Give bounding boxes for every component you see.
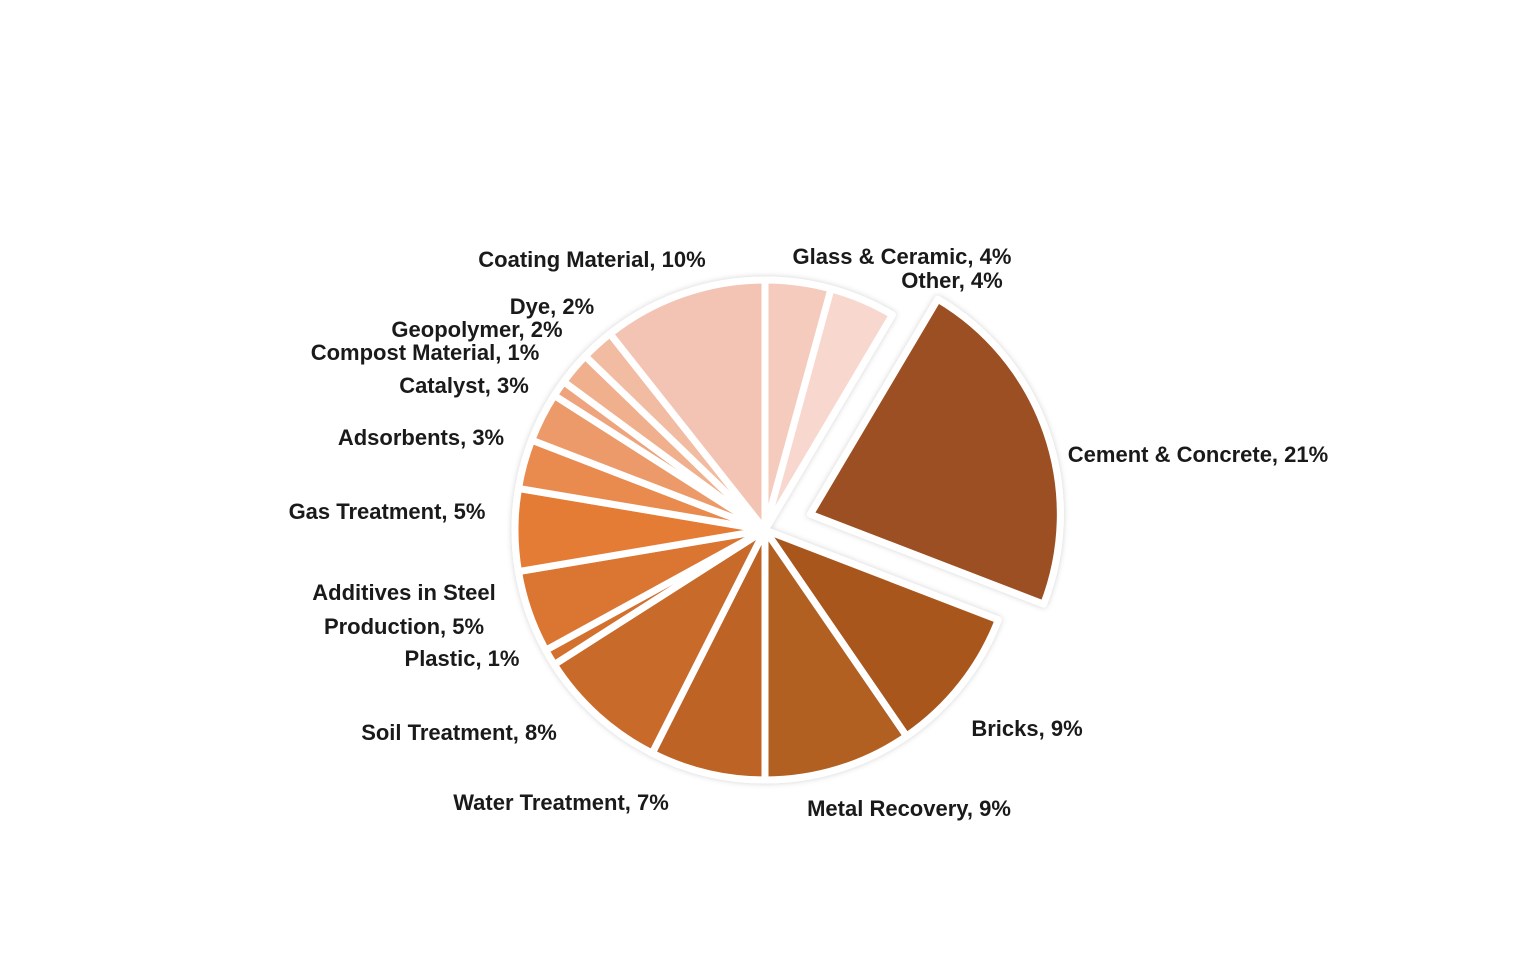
pie <box>511 276 1064 784</box>
pie-slice <box>761 526 1002 740</box>
label-line: Production, 5% <box>324 614 484 639</box>
data-label: Gas Treatment, 5% <box>289 499 486 524</box>
data-label: Bricks, 9% <box>971 716 1082 741</box>
pie-slice <box>806 295 1064 608</box>
data-label: Other, 4% <box>901 268 1002 293</box>
pie-slice <box>550 526 769 757</box>
data-label: Compost Material, 1% <box>311 340 540 365</box>
data-label: Adsorbents, 3% <box>338 425 504 450</box>
data-label: Cement & Concrete, 21% <box>1068 442 1328 467</box>
data-label: Geopolymer, 2% <box>391 317 562 342</box>
data-label: Plastic, 1% <box>405 646 520 671</box>
data-label: Water Treatment, 7% <box>453 790 669 815</box>
pie-slice <box>761 285 896 534</box>
data-label: Catalyst, 3% <box>399 373 529 398</box>
pie-slice <box>761 526 910 784</box>
data-label: Coating Material, 10% <box>478 247 705 272</box>
data-label: Soil Treatment, 8% <box>361 720 557 745</box>
labels: Glass & Ceramic, 4%Other, 4% Cement & Con… <box>289 244 1329 821</box>
data-label: Dye, 2% <box>510 294 594 319</box>
data-label: Glass & Ceramic, 4% <box>793 244 1012 269</box>
data-label: Additives in Steel Production, 5% <box>312 580 495 639</box>
pie-slice <box>606 276 769 534</box>
label-line: Additives in Steel <box>312 580 495 605</box>
data-label: Metal Recovery, 9% <box>807 796 1011 821</box>
